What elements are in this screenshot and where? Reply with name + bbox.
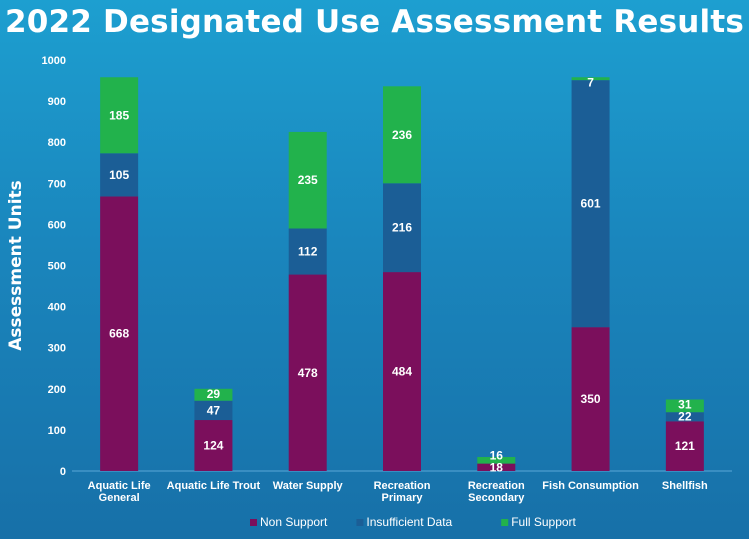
bar-segment-non-support xyxy=(571,327,610,471)
data-label: 16 xyxy=(490,448,504,462)
bar-segment-non-support xyxy=(665,421,704,471)
data-label: 112 xyxy=(298,245,318,259)
data-label: 668 xyxy=(109,327,129,341)
y-tick-label: 200 xyxy=(48,384,66,396)
data-label: 216 xyxy=(392,221,412,235)
x-tick-label: Shellfish xyxy=(662,480,708,492)
data-label: 601 xyxy=(581,197,601,211)
bar-segment-full-support xyxy=(100,77,139,154)
data-label: 31 xyxy=(678,397,692,411)
x-tick-label: Recreation xyxy=(468,480,525,492)
data-label: 478 xyxy=(298,366,318,380)
legend-swatch-insufficient-data xyxy=(356,519,364,526)
legend-label: Non Support xyxy=(260,515,328,529)
y-tick-label: 500 xyxy=(48,261,66,273)
bar-segment-full-support xyxy=(571,77,610,81)
x-tick-label: Primary xyxy=(382,492,424,504)
bar-segment-non-support xyxy=(383,272,421,471)
data-label: 7 xyxy=(587,75,594,89)
data-label: 484 xyxy=(392,365,412,379)
data-label: 105 xyxy=(109,168,129,182)
x-tick-label: Fish Consumption xyxy=(542,480,639,492)
bar-segment-insufficient-data xyxy=(571,80,610,328)
bar-segment-full-support xyxy=(194,388,233,401)
bar-segment-non-support xyxy=(194,420,233,471)
bar-segment-non-support xyxy=(477,463,516,471)
y-tick-label: 800 xyxy=(48,137,66,149)
x-tick-label: Secondary xyxy=(468,492,525,504)
data-label: 350 xyxy=(581,392,601,406)
data-label: 47 xyxy=(207,403,221,417)
data-label: 185 xyxy=(109,108,129,122)
y-tick-label: 300 xyxy=(48,343,66,355)
y-tick-label: 0 xyxy=(60,466,66,478)
data-label: 22 xyxy=(678,410,692,424)
bar-segment-non-support xyxy=(288,274,327,471)
bar-segment-insufficient-data xyxy=(288,228,327,275)
y-tick-label: 900 xyxy=(48,96,66,108)
bar-segment-insufficient-data xyxy=(100,153,139,197)
bar-segment-full-support xyxy=(383,86,421,184)
bar-segment-full-support xyxy=(288,131,327,229)
data-label: 29 xyxy=(207,387,221,401)
y-tick-label: 100 xyxy=(48,425,66,437)
x-tick-label: Water Supply xyxy=(273,480,344,492)
data-label: 236 xyxy=(392,128,412,142)
y-tick-label: 700 xyxy=(48,178,66,190)
bar-segment-insufficient-data xyxy=(665,412,704,422)
data-label: 124 xyxy=(203,439,223,453)
x-tick-label: Aquatic Life Trout xyxy=(167,480,261,492)
chart-title: 2022 Designated Use Assessment Results xyxy=(4,4,745,40)
legend-swatch-full-support xyxy=(501,519,509,526)
bar-segment-non-support xyxy=(100,196,139,471)
bar-segment-insufficient-data xyxy=(383,183,421,273)
bar-segment-insufficient-data xyxy=(194,400,233,421)
x-tick-label: General xyxy=(99,492,140,504)
data-label: 235 xyxy=(298,173,318,187)
x-tick-label: Aquatic Life xyxy=(88,480,151,492)
y-tick-label: 1000 xyxy=(42,55,66,67)
legend-swatch-non-support xyxy=(250,519,257,526)
bar-segment-full-support xyxy=(477,457,516,464)
y-tick-label: 400 xyxy=(48,302,66,314)
bar-segment-full-support xyxy=(665,399,704,413)
legend-label: Insufficient Data xyxy=(366,515,452,529)
data-label: 18 xyxy=(490,460,504,474)
y-axis-label: Assessment Units xyxy=(6,180,26,351)
x-tick-label: Recreation xyxy=(374,480,431,492)
legend-label: Full Support xyxy=(511,515,576,529)
data-label: 121 xyxy=(675,439,695,453)
y-tick-label: 600 xyxy=(48,219,66,231)
